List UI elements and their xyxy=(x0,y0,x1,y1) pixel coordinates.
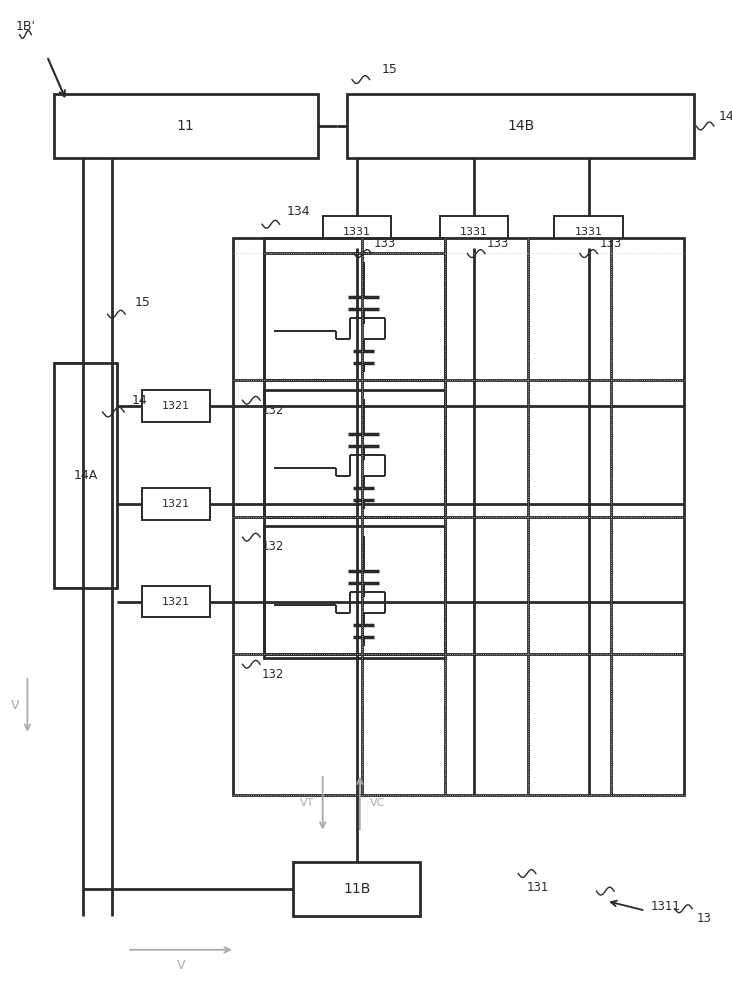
Bar xyxy=(264,238,445,658)
Text: 132: 132 xyxy=(262,540,285,553)
Text: V: V xyxy=(176,959,185,972)
Text: 13: 13 xyxy=(696,912,711,925)
Text: 14B: 14B xyxy=(507,119,534,133)
Text: 133: 133 xyxy=(487,237,509,250)
Text: 11: 11 xyxy=(177,119,195,133)
Text: V: V xyxy=(11,699,20,712)
Text: 1311: 1311 xyxy=(650,900,680,913)
Text: 1B': 1B' xyxy=(15,20,36,33)
Bar xyxy=(264,390,445,517)
Text: 15: 15 xyxy=(135,296,151,309)
Bar xyxy=(440,216,509,248)
Bar xyxy=(233,238,684,795)
Text: 1321: 1321 xyxy=(162,597,190,607)
Text: 131: 131 xyxy=(526,881,549,894)
Bar xyxy=(53,363,117,588)
Text: 11B: 11B xyxy=(343,882,370,896)
Bar xyxy=(264,253,445,380)
Text: 1331: 1331 xyxy=(460,227,488,237)
Text: 1321: 1321 xyxy=(162,401,190,411)
Bar xyxy=(142,488,210,520)
Bar xyxy=(294,862,420,916)
Text: 133: 133 xyxy=(373,237,396,250)
Bar xyxy=(142,390,210,422)
Text: VT: VT xyxy=(300,798,314,808)
Text: 15: 15 xyxy=(381,63,397,76)
Text: 133: 133 xyxy=(600,237,621,250)
Text: 14: 14 xyxy=(132,394,148,407)
Text: 1331: 1331 xyxy=(575,227,602,237)
Text: VC: VC xyxy=(370,798,385,808)
Text: 14A: 14A xyxy=(73,469,97,482)
Bar xyxy=(323,216,391,248)
Bar xyxy=(142,586,210,617)
Bar xyxy=(53,94,318,158)
Bar xyxy=(347,94,694,158)
Text: 132: 132 xyxy=(262,404,285,417)
Bar xyxy=(554,216,623,248)
Text: 14: 14 xyxy=(719,110,732,123)
Text: 1321: 1321 xyxy=(162,499,190,509)
Text: 134: 134 xyxy=(286,205,310,218)
Text: 132: 132 xyxy=(262,668,285,681)
Text: 1331: 1331 xyxy=(343,227,371,237)
Bar xyxy=(264,526,445,654)
